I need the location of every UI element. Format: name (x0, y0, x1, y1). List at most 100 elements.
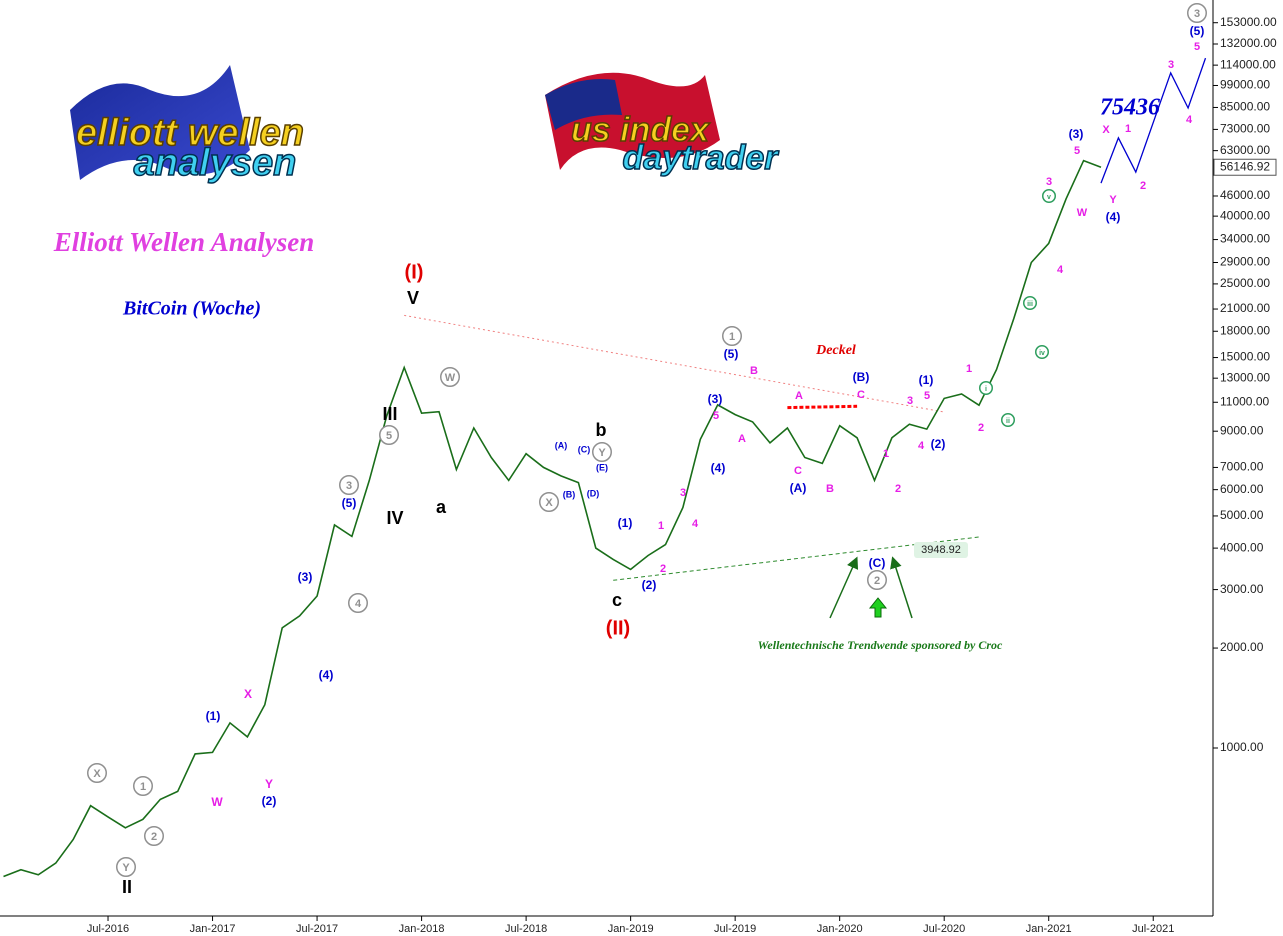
wave-label: v (1047, 194, 1051, 201)
wave-label: W (211, 795, 223, 809)
x-tick-label: Jul-2021 (1132, 923, 1174, 935)
wave-label: 3 (1046, 176, 1052, 188)
wave-label: 4 (355, 598, 362, 610)
wave-circle (722, 326, 742, 346)
wave-label: (1) (618, 516, 633, 530)
wave-label: 1 (729, 331, 735, 343)
wave-label: 1 (140, 781, 146, 793)
y-tick-label: 99000.00 (1220, 78, 1270, 92)
wave-label: iii (1027, 301, 1033, 308)
y-tick-label: 25000.00 (1220, 276, 1270, 290)
wave-label: (C) (578, 444, 591, 454)
low-box (914, 541, 968, 558)
wave-label: 4 (692, 518, 699, 530)
y-tick-label: 6000.00 (1220, 482, 1264, 496)
wave-circle (1023, 296, 1037, 310)
wave-label: X (1102, 124, 1110, 136)
wave-label: 5 (1074, 145, 1080, 157)
y-tick-label: 5000.00 (1220, 508, 1264, 522)
logo-text: elliott wellen (76, 112, 304, 154)
arrow (829, 556, 859, 619)
wave-label: a (436, 497, 447, 517)
price-line (3, 159, 1102, 878)
y-tick-label: 1000.00 (1220, 740, 1264, 754)
wave-label: (A) (555, 440, 568, 450)
wave-label: 2 (1140, 180, 1146, 192)
y-tick-label: 11000.00 (1220, 394, 1269, 408)
y-tick-label: 4000.00 (1220, 540, 1264, 554)
arrow (890, 556, 913, 619)
wave-circle (339, 475, 359, 495)
wave-label: (3) (708, 392, 723, 406)
wave-label: 2 (151, 831, 157, 843)
x-tick-label: Jul-2019 (714, 923, 756, 935)
wave-label: (2) (642, 578, 657, 592)
wave-circle (116, 857, 136, 877)
arrows (829, 556, 913, 619)
wave-label: (E) (596, 462, 608, 472)
wave-label: (4) (1106, 210, 1121, 224)
y-tick-label: 3000.00 (1220, 582, 1264, 596)
us-flag-canton (545, 79, 622, 130)
wave-circle (440, 367, 460, 387)
wave-label: 3 (1168, 59, 1174, 71)
wave-label: II (122, 877, 132, 897)
wave-label: b (596, 420, 607, 440)
wave-circle (144, 826, 164, 846)
y-tick-label: 85000.00 (1220, 100, 1270, 114)
wave-label: (3) (298, 570, 313, 584)
wave-circle (133, 776, 153, 796)
wave-circle (348, 593, 368, 613)
wave-circle (1042, 189, 1056, 203)
y-tick-label: 40000.00 (1220, 208, 1270, 222)
wave-label: (II) (606, 617, 630, 639)
wave-label: (B) (853, 370, 870, 384)
wave-label: 2 (895, 483, 901, 495)
wave-label: c (612, 590, 622, 610)
y-tick-label: 34000.00 (1220, 232, 1270, 246)
wave-label: 2 (978, 422, 984, 434)
wave-label: 2 (874, 575, 880, 587)
y-tick-label: 18000.00 (1220, 323, 1270, 337)
wave-label: A (795, 390, 803, 402)
trendline (404, 314, 945, 413)
wave-label: Y (122, 862, 130, 874)
wave-label: Y (598, 447, 606, 459)
wave-circle (87, 763, 107, 783)
y-tick-label: 132000.00 (1220, 36, 1277, 50)
wave-label: 4 (918, 440, 925, 452)
x-tick-label: Jul-2016 (87, 923, 129, 935)
wave-label: 3 (1194, 8, 1200, 20)
wave-label: 1 (883, 448, 889, 460)
trendline (613, 536, 980, 581)
wave-label: X (93, 768, 101, 780)
wave-label: (I) (405, 261, 424, 283)
wave-label: iv (1039, 350, 1045, 357)
wave-label: W (445, 372, 456, 384)
projection-line (1100, 57, 1207, 184)
x-tick-label: Jul-2017 (296, 923, 338, 935)
wave-label: X (244, 687, 252, 701)
wave-label: 3 (680, 487, 686, 499)
wave-label: Y (1109, 194, 1117, 206)
y-tick-label: 15000.00 (1220, 350, 1270, 364)
x-tick-label: Jan-2018 (399, 923, 445, 935)
low-label: 3948.92 (921, 544, 961, 556)
wave-label: W (1077, 207, 1088, 219)
y-tick-label: 2000.00 (1220, 640, 1264, 654)
wave-label: 1 (658, 520, 664, 532)
x-tick-label: Jul-2020 (923, 923, 965, 935)
wave-label: 5 (924, 390, 930, 402)
y-tick-label: 21000.00 (1220, 301, 1270, 315)
wave-label: (D) (587, 488, 600, 498)
y-tick-label: 13000.00 (1220, 370, 1270, 384)
logo-text: analysen (134, 142, 297, 184)
wave-circle (539, 492, 559, 512)
price-box (1213, 158, 1277, 176)
wave-label: X (545, 497, 553, 509)
wave-label: A (738, 433, 746, 445)
wave-label: (4) (319, 668, 334, 682)
wave-label: (2) (262, 794, 277, 808)
wave-label: Wellentechnische Trendwende sponsored by… (758, 638, 1003, 652)
